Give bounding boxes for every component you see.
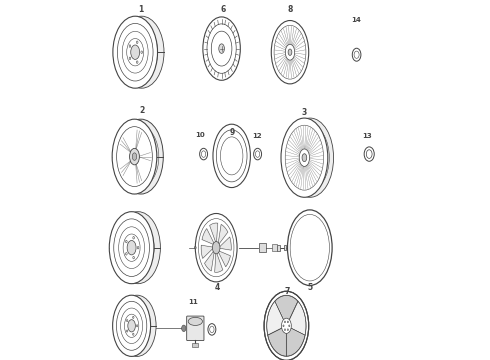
Text: 10: 10 [196,132,205,138]
Text: 8: 8 [287,5,293,14]
Ellipse shape [285,44,294,60]
Ellipse shape [302,154,307,162]
FancyBboxPatch shape [187,316,204,341]
Bar [277,245,280,251]
Ellipse shape [283,325,284,327]
Text: 13: 13 [363,133,372,139]
Ellipse shape [126,320,128,321]
Polygon shape [210,223,218,248]
Ellipse shape [284,329,286,330]
Ellipse shape [182,325,186,332]
Ellipse shape [113,16,157,88]
Ellipse shape [287,329,289,330]
Bar [192,343,198,347]
Ellipse shape [299,149,310,166]
Ellipse shape [136,61,138,63]
Ellipse shape [113,295,150,356]
Polygon shape [268,328,286,356]
Ellipse shape [126,330,128,332]
Ellipse shape [133,316,134,319]
Ellipse shape [112,119,157,194]
Bar [284,246,286,250]
Bar [272,244,277,251]
Ellipse shape [289,325,290,327]
Ellipse shape [120,16,164,88]
Polygon shape [286,328,305,356]
Ellipse shape [132,153,137,160]
Ellipse shape [128,320,135,332]
Ellipse shape [125,253,127,255]
Polygon shape [215,248,223,272]
Ellipse shape [211,31,232,66]
Polygon shape [201,245,216,258]
Ellipse shape [213,124,250,188]
Ellipse shape [281,118,328,197]
Polygon shape [216,248,230,267]
Ellipse shape [284,321,286,323]
Ellipse shape [195,246,196,249]
Ellipse shape [136,325,138,327]
Ellipse shape [119,119,163,194]
Ellipse shape [141,51,143,54]
Ellipse shape [213,242,220,254]
Ellipse shape [133,333,134,335]
Ellipse shape [129,45,131,47]
Ellipse shape [129,57,131,60]
Polygon shape [204,248,216,271]
Polygon shape [289,301,306,335]
Ellipse shape [364,147,374,161]
Text: 1: 1 [138,5,143,14]
Bar [259,243,266,252]
Text: 14: 14 [351,17,361,23]
Ellipse shape [254,148,262,160]
Ellipse shape [208,324,216,335]
Text: 7: 7 [285,287,290,296]
Ellipse shape [131,45,140,59]
Ellipse shape [136,41,138,44]
Ellipse shape [203,17,240,80]
Ellipse shape [352,48,361,61]
Polygon shape [275,296,298,320]
Ellipse shape [271,21,309,84]
Text: 6: 6 [220,5,225,14]
Ellipse shape [287,118,334,197]
Ellipse shape [288,49,292,55]
Text: 11: 11 [188,299,197,305]
Ellipse shape [116,212,160,284]
Ellipse shape [281,318,292,333]
Text: 12: 12 [252,132,262,139]
Text: 9: 9 [230,128,235,137]
Ellipse shape [109,212,154,284]
Ellipse shape [288,210,332,285]
Ellipse shape [133,256,134,259]
Ellipse shape [118,295,156,356]
Ellipse shape [287,321,289,323]
Ellipse shape [219,44,224,53]
Polygon shape [267,301,284,335]
Ellipse shape [188,318,202,325]
Text: 4: 4 [215,283,220,292]
Text: 2: 2 [139,106,144,115]
Ellipse shape [125,240,127,243]
Ellipse shape [133,237,134,239]
Ellipse shape [129,148,139,165]
Polygon shape [216,224,228,248]
Ellipse shape [199,148,208,160]
Ellipse shape [264,291,309,360]
Ellipse shape [127,240,136,255]
Text: 3: 3 [302,108,307,117]
Text: 5: 5 [307,283,312,292]
Ellipse shape [196,213,237,282]
Polygon shape [202,229,216,248]
Polygon shape [216,237,231,250]
Ellipse shape [137,246,139,249]
